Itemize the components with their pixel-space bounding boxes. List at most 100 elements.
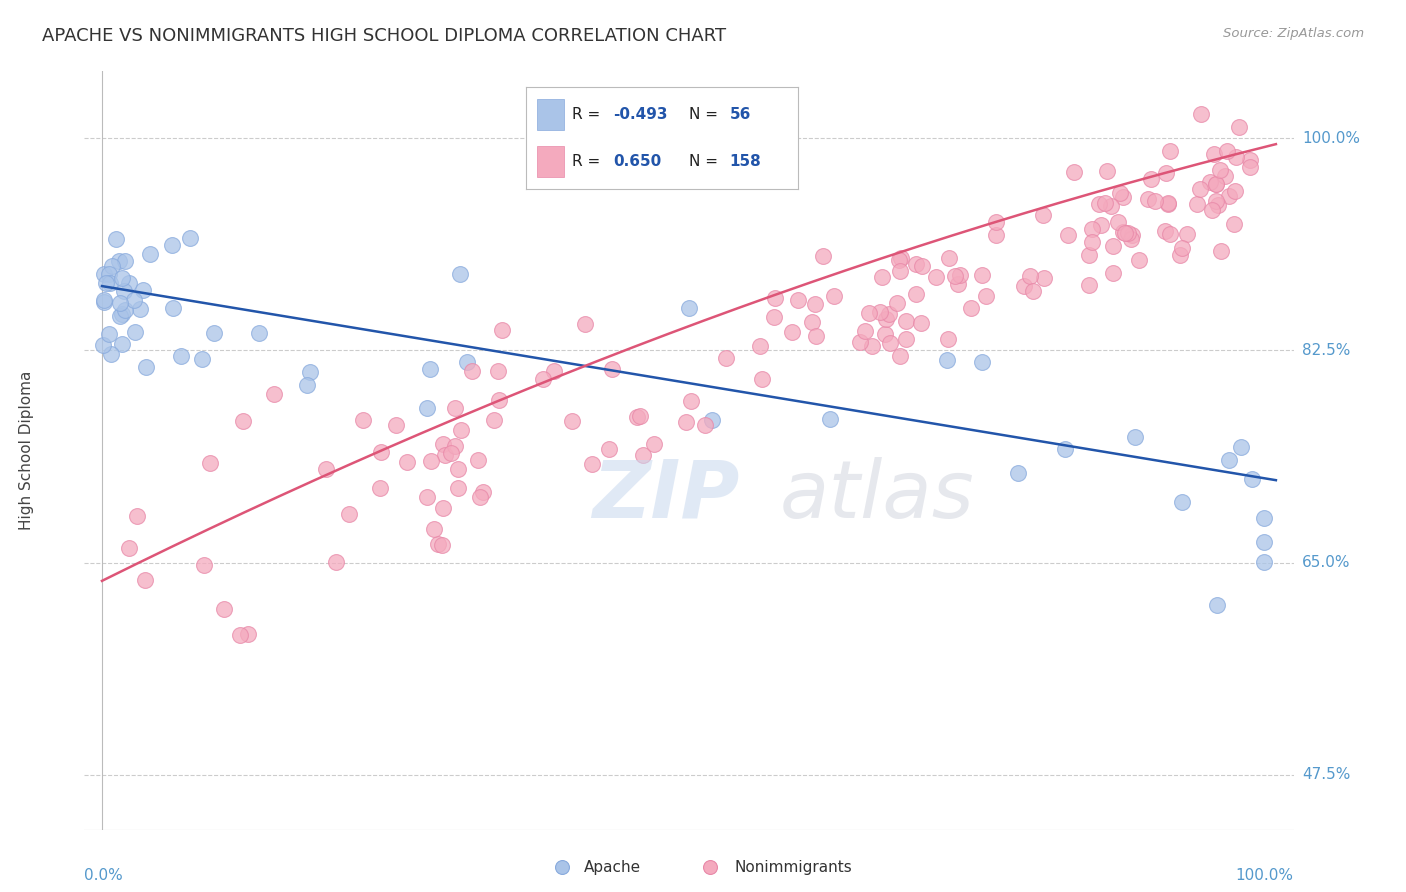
Point [702,413,724,427]
Point [894,332,917,346]
Text: atlas: atlas [780,457,974,535]
Point [134,574,156,588]
Point [91,337,114,351]
Point [600,362,623,376]
Point [491,323,513,337]
Point [1063,164,1085,178]
Point [1205,177,1227,191]
Point [1116,226,1139,240]
Point [970,268,993,282]
Point [1209,244,1232,258]
Point [443,438,465,452]
Point [396,455,419,469]
Point [1112,190,1135,204]
Point [108,309,131,323]
Point [93,267,115,281]
Point [631,448,654,462]
Point [427,537,450,551]
Point [1078,248,1101,262]
Point [169,349,191,363]
Point [943,269,966,284]
Point [1253,510,1275,524]
Point [678,301,700,315]
Point [97,327,120,342]
Point [1087,197,1109,211]
Point [486,364,509,378]
Point [191,352,214,367]
Point [1189,182,1212,196]
Point [468,490,491,504]
Point [751,371,773,385]
Point [925,270,948,285]
Point [675,415,697,429]
Point [472,484,495,499]
Point [98,267,121,281]
Point [763,310,786,325]
Point [1206,198,1229,212]
Point [1032,208,1054,222]
Text: 100.0%: 100.0% [1302,130,1360,145]
Point [1078,278,1101,293]
Point [889,263,911,277]
Point [1223,217,1246,231]
Point [870,270,893,285]
Point [1021,285,1043,299]
Point [385,417,408,432]
Point [139,247,162,261]
Point [1253,555,1275,569]
Point [960,301,983,316]
Point [1205,178,1227,192]
Point [936,332,959,346]
Point [643,437,665,451]
Point [467,452,489,467]
Point [679,394,702,409]
Point [101,259,124,273]
Point [352,413,374,427]
Point [247,326,270,341]
Point [1012,278,1035,293]
Point [823,289,845,303]
Point [124,293,146,307]
Point [461,364,484,378]
Point [325,555,347,569]
Point [1229,440,1251,454]
Point [105,232,128,246]
Point [202,326,225,340]
Point [447,461,470,475]
Point [905,287,928,301]
Text: ZIP: ZIP [592,457,740,535]
Point [1159,144,1181,158]
Point [869,305,891,319]
Point [1123,430,1146,444]
Point [1189,107,1212,121]
Point [860,339,883,353]
Point [1201,202,1223,217]
Point [131,283,153,297]
Point [1140,172,1163,186]
Point [1157,196,1180,211]
Point [1154,224,1177,238]
Point [804,328,827,343]
Point [1032,271,1054,285]
Text: Source: ZipAtlas.com: Source: ZipAtlas.com [1223,27,1364,40]
Point [124,326,146,340]
Point [1099,198,1122,212]
Point [1007,466,1029,480]
Point [1095,164,1118,178]
Point [813,249,835,263]
Point [1144,194,1167,208]
Point [543,364,565,378]
Point [114,303,136,318]
Text: High School Diploma: High School Diploma [18,371,34,530]
Point [432,501,454,516]
Point [1119,231,1142,245]
Point [984,228,1007,243]
Text: 0.0%: 0.0% [84,869,124,883]
Point [1053,442,1076,456]
Point [100,347,122,361]
Point [93,295,115,310]
Point [370,481,392,495]
Point [198,456,221,470]
Point [449,267,471,281]
Text: Nonimmigrants: Nonimmigrants [734,860,852,875]
